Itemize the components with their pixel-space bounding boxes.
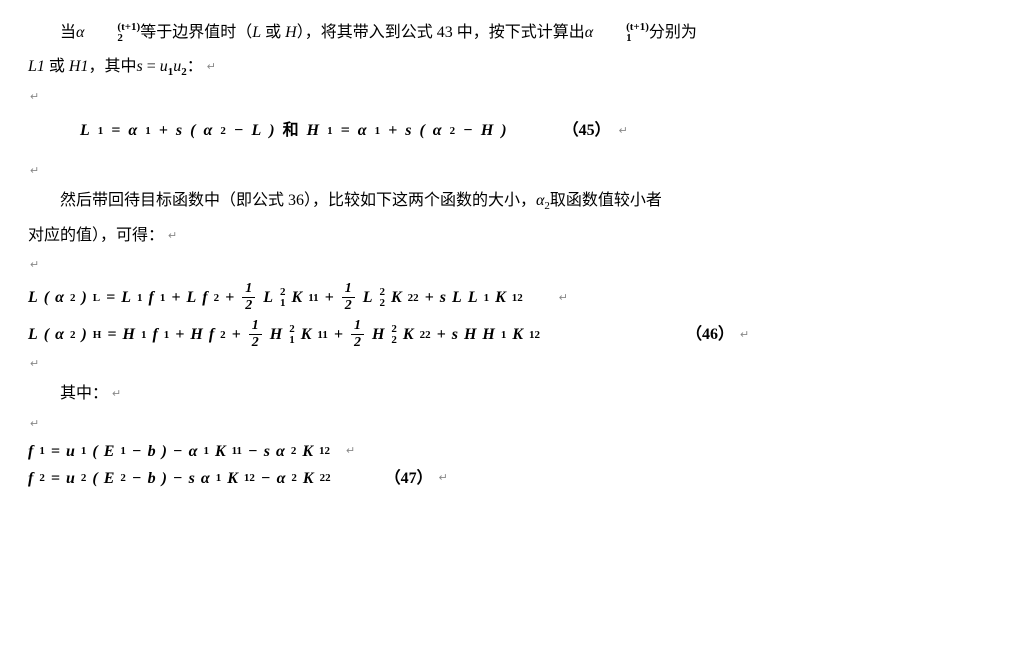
para-1b: L1 或 H1，其中s = u1u2： ↵ (28, 52, 988, 83)
eq47-num: （47） (385, 466, 433, 492)
para-1: 当α(t+1)2等于边界值时（L 或 H），将其带入到公式 43 中，按下式计算… (28, 18, 988, 48)
frac-half: 12 (351, 319, 364, 350)
para-3: 其中： ↵ (28, 379, 988, 409)
equation-46a: L(α2)L = L1f1 + Lf2 + 12 L21K11 + 12 L22… (28, 280, 988, 315)
p1-t1: 当 (60, 24, 76, 41)
eq45-and: 和 (283, 116, 299, 146)
eq45-num: （45） (563, 116, 611, 146)
p2-t1: 然后带回待目标函数中（即公式 36），比较如下这两个函数的大小， (60, 192, 536, 209)
p2b-t1: 对应的值），可得： (28, 227, 164, 244)
p1b-L1: L1 (28, 58, 45, 75)
p3-t1: 其中： (60, 385, 108, 402)
p1-t2: 等于边界值时（ (140, 24, 252, 41)
ret-icon: ↵ (619, 121, 628, 142)
p1b-eq: = (143, 58, 160, 75)
p1b-t1: ，其中 (88, 58, 136, 75)
equation-47b: f2 = u2(E2 − b) − sα1K12 − α2K22 （47） ↵ (28, 466, 988, 492)
frac-half: 12 (242, 282, 255, 313)
p1b-u1: u (160, 58, 168, 75)
equation-46b: L(α2)H = H1f1 + Hf2 + 12 H21K11 + 12 H22… (28, 317, 988, 352)
eq45-L1: L (80, 116, 90, 146)
ret-icon: ↵ (168, 230, 177, 242)
p1b-H1: H1 (69, 58, 89, 75)
p1-t4: 分别为 (649, 24, 697, 41)
ret-icon: ↵ (346, 443, 355, 461)
blank-ret-5: ↵ (28, 414, 988, 435)
para-2: 然后带回待目标函数中（即公式 36），比较如下这两个函数的大小，α2取函数值较小… (28, 186, 988, 217)
equation-47a: f1 = u1(E1 − b) − α1K11 − sα2K12 ↵ (28, 439, 988, 465)
p1-H: H (285, 24, 297, 41)
p2-t2: 取函数值较小者 (550, 192, 662, 209)
frac-half: 12 (249, 319, 262, 350)
p1-L: L (252, 24, 261, 41)
p1-a1: α (585, 24, 593, 41)
p1-a2: α (76, 24, 84, 41)
eq46-num: （46） (686, 317, 734, 352)
ret-icon: ↵ (439, 470, 448, 488)
ret-icon: ↵ (740, 323, 749, 347)
ret-icon: ↵ (559, 286, 568, 310)
frac-half: 12 (342, 282, 355, 313)
p1-t3: ），将其带入到公式 43 中，按下式计算出 (297, 24, 585, 41)
blank-ret-2: ↵ (28, 161, 988, 182)
p1-a1-supsub: (t+1)1 (594, 22, 649, 44)
p1-or: 或 (261, 24, 285, 41)
p1b-or: 或 (45, 58, 69, 75)
ret-icon: ↵ (112, 388, 121, 400)
equation-45: L1 = α1 + s ( α2 − L ) 和 H1 = α1 + s ( α… (28, 116, 988, 146)
p1b-t2: ： (187, 58, 203, 75)
blank-ret-3: ↵ (28, 255, 988, 276)
para-2b: 对应的值），可得： ↵ (28, 221, 988, 251)
ret-icon: ↵ (207, 61, 216, 73)
blank-ret-1: ↵ (28, 87, 988, 108)
p1-a2-supsub: (t+1)2 (85, 22, 140, 44)
blank-ret-4: ↵ (28, 354, 988, 375)
